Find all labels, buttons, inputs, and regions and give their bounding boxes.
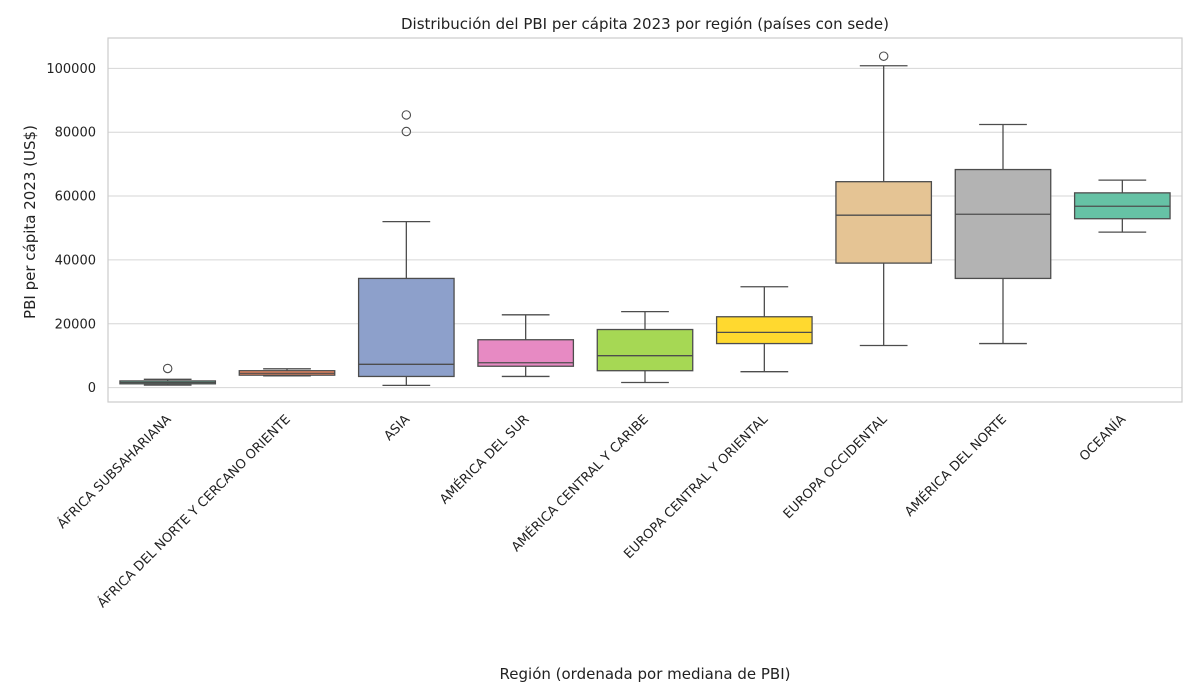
x-tick-label-3: ASIA bbox=[381, 412, 413, 444]
box-4 bbox=[477, 314, 575, 378]
outlier-point bbox=[878, 51, 889, 61]
y-tick-label-20000: 20000 bbox=[55, 317, 96, 332]
y-axis-ticks: 0 20000 40000 60000 80000 100000 bbox=[46, 62, 96, 396]
box-1 bbox=[119, 363, 217, 386]
box-3 bbox=[357, 110, 455, 387]
y-tick-label-0: 0 bbox=[88, 381, 96, 396]
iqr-box bbox=[357, 277, 455, 378]
x-tick-label-6: EUROPA CENTRAL Y ORIENTAL bbox=[621, 412, 771, 562]
y-tick-label-100000: 100000 bbox=[46, 62, 96, 77]
grid-lines bbox=[108, 67, 1182, 389]
iqr-box bbox=[835, 181, 933, 264]
iqr-box bbox=[596, 328, 694, 372]
iqr-box bbox=[954, 168, 1052, 280]
outlier-point bbox=[401, 110, 412, 120]
x-axis-label: Región (ordenada por mediana de PBI) bbox=[500, 665, 791, 683]
box-6 bbox=[715, 286, 813, 373]
x-tick-label-4: AMÉRICA DEL SUR bbox=[437, 412, 533, 508]
box-8 bbox=[954, 123, 1052, 345]
y-tick-label-40000: 40000 bbox=[55, 253, 96, 268]
x-tick-label-5: AMÉRICA CENTRAL Y CARIBE bbox=[508, 412, 652, 556]
chart-title: Distribución del PBI per cápita 2023 por… bbox=[401, 15, 889, 33]
x-tick-label-9: OCEANÍA bbox=[1076, 411, 1129, 464]
box-9 bbox=[1073, 179, 1171, 233]
x-tick-label-2: ÁFRICA DEL NORTE Y CERCANO ORIENTE bbox=[94, 412, 294, 612]
iqr-box bbox=[715, 316, 813, 345]
outlier-point bbox=[162, 363, 173, 374]
y-axis-label: PBI per cápita 2023 (US$) bbox=[21, 125, 39, 319]
outlier-point bbox=[401, 126, 412, 137]
y-tick-label-60000: 60000 bbox=[55, 190, 96, 205]
y-tick-label-80000: 80000 bbox=[55, 126, 96, 141]
box-7 bbox=[835, 51, 933, 347]
x-tick-label-1: ÁFRICA SUBSAHARIANA bbox=[54, 411, 174, 531]
plot-frame bbox=[107, 37, 1183, 403]
x-tick-label-8: AMÉRICA DEL NORTE bbox=[902, 412, 1010, 520]
boxes-layer bbox=[119, 51, 1171, 387]
box-5 bbox=[596, 310, 694, 384]
x-tick-label-7: EUROPA OCCIDENTAL bbox=[781, 412, 891, 522]
box-2 bbox=[238, 368, 336, 377]
iqr-box bbox=[477, 339, 575, 367]
